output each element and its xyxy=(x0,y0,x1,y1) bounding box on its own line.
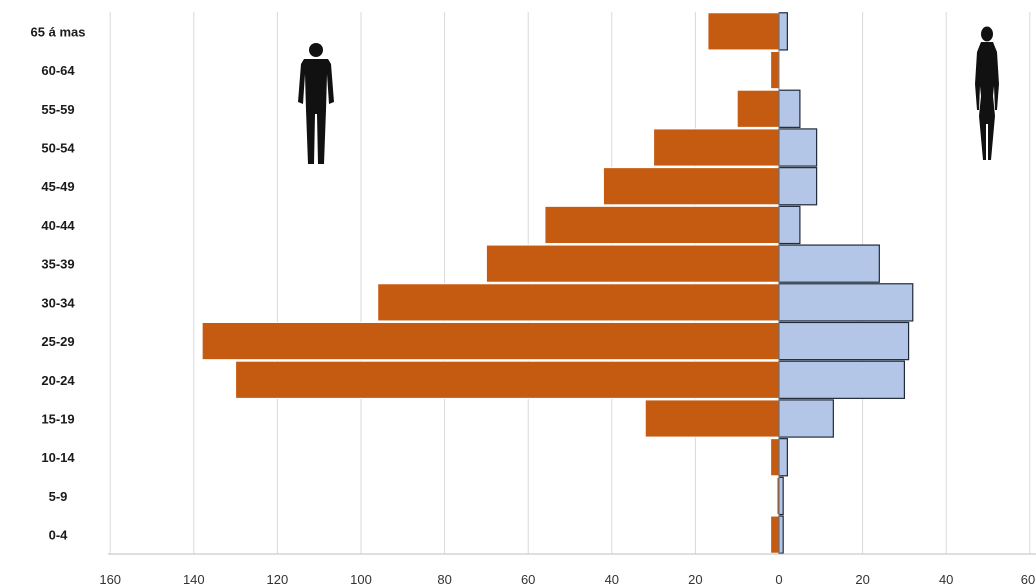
bar-male xyxy=(235,360,780,399)
x-tick-label: 80 xyxy=(437,572,451,587)
bar-male xyxy=(736,89,780,128)
bar-male xyxy=(770,438,780,477)
x-tick-label: 40 xyxy=(939,572,953,587)
y-category-label: 65 á mas xyxy=(31,24,86,39)
x-tick-label: 20 xyxy=(855,572,869,587)
y-category-label: 15-19 xyxy=(41,412,74,427)
x-tick-label: 0 xyxy=(775,572,782,587)
female-silhouette-icon xyxy=(975,26,999,160)
x-tick-label: 60 xyxy=(521,572,535,587)
bar-male xyxy=(770,50,780,90)
y-category-label: 30-34 xyxy=(41,295,75,310)
x-tick-label: 100 xyxy=(350,572,372,587)
bar-female xyxy=(778,205,801,245)
y-category-label: 60-64 xyxy=(41,63,75,78)
bar-male xyxy=(544,205,780,245)
labels-layer: 160 140 120 100 80 60 40 20 0 20 40 60 0-4 5-9 10-14 15… xyxy=(31,24,1036,587)
grid-layer xyxy=(109,12,1031,554)
y-category-label: 25-29 xyxy=(41,334,74,349)
bar-female xyxy=(778,167,818,206)
x-tick-label: 20 xyxy=(688,572,702,587)
bars-layer xyxy=(201,12,914,554)
bar-female xyxy=(778,476,784,516)
bar-male xyxy=(644,399,780,438)
bar-female xyxy=(778,12,788,51)
bar-male xyxy=(201,321,780,361)
bar-female xyxy=(778,399,834,438)
bar-male xyxy=(485,244,780,283)
x-tick-label: 140 xyxy=(183,572,205,587)
bar-female xyxy=(778,515,784,554)
male-silhouette-icon xyxy=(298,43,334,164)
y-category-label: 55-59 xyxy=(41,102,74,117)
y-category-label: 0-4 xyxy=(49,528,69,543)
bar-male xyxy=(602,167,780,206)
y-category-label: 40-44 xyxy=(41,218,75,233)
bar-female xyxy=(778,438,788,477)
y-category-label: 5-9 xyxy=(49,489,68,504)
y-category-label: 10-14 xyxy=(41,450,75,465)
bar-male xyxy=(653,128,780,167)
bar-male xyxy=(770,515,780,554)
y-category-label: 35-39 xyxy=(41,257,74,272)
bar-male xyxy=(377,283,780,322)
axis-layer xyxy=(108,12,1036,555)
bar-female xyxy=(778,89,801,128)
y-category-label: 20-24 xyxy=(41,373,75,388)
bar-female xyxy=(778,360,906,399)
bar-female xyxy=(778,244,880,283)
bar-female xyxy=(778,128,818,167)
bar-female xyxy=(778,321,910,361)
x-tick-label: 40 xyxy=(605,572,619,587)
y-category-label: 45-49 xyxy=(41,179,74,194)
x-tick-label: 160 xyxy=(99,572,121,587)
x-tick-label: 120 xyxy=(267,572,289,587)
bar-male xyxy=(707,12,780,51)
x-tick-label: 60 xyxy=(1021,572,1035,587)
bar-female xyxy=(778,283,914,322)
y-category-label: 50-54 xyxy=(41,141,75,156)
